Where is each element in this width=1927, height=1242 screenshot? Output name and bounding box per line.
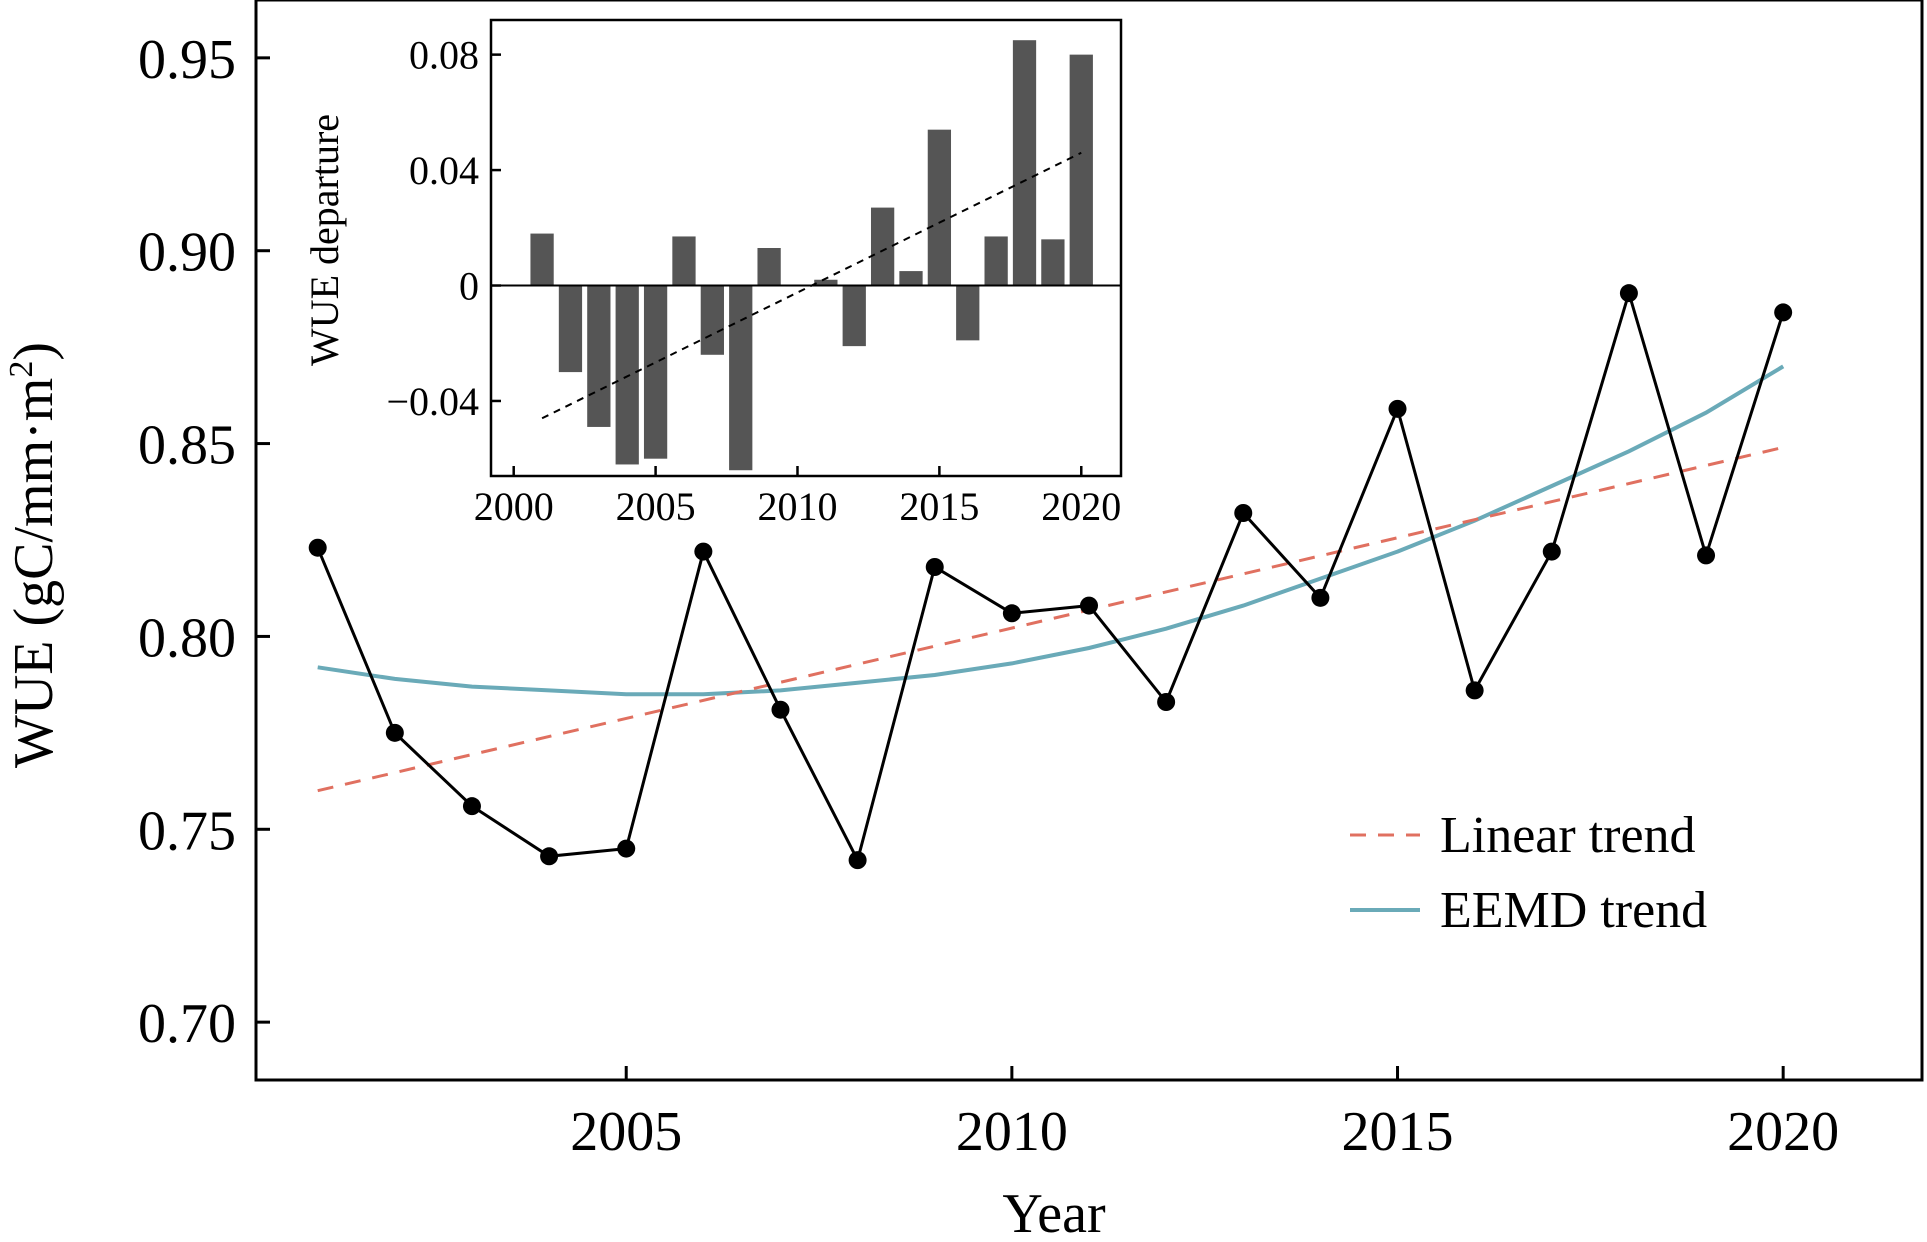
- inset-plot-frame: [489, 18, 1123, 478]
- wue-data-point: [1619, 284, 1638, 303]
- departure-bar: [729, 285, 753, 471]
- main-y-tick-label: 0.70: [138, 993, 236, 1055]
- main-plot-frame: [254, 0, 1924, 1082]
- wue-data-point: [1234, 504, 1253, 522]
- wue-data-point: [1465, 681, 1484, 700]
- main-y-tick-label: 0.90: [138, 222, 236, 284]
- inset-x-tick-label: 2015: [899, 484, 979, 529]
- inset-x-axis: 2000 2005 2010 2015 2020: [474, 466, 1121, 529]
- y-axis-title-text: WUE (gC/mm·m: [3, 378, 65, 768]
- departure-bar: [700, 285, 724, 355]
- departure-bar: [814, 279, 838, 286]
- main-x-axis: 2005 2010 2015 2020: [570, 1066, 1839, 1163]
- inset-y-tick-label: 0.08: [409, 33, 479, 78]
- departure-bar: [757, 248, 781, 286]
- inset-plot-area: [491, 40, 1121, 471]
- inset-x-tick-label: 2000: [474, 484, 554, 529]
- wue-data-point: [1002, 604, 1021, 623]
- departure-bar: [1012, 40, 1037, 286]
- wue-data-point: [308, 538, 327, 557]
- main-y-tick-label: 0.85: [138, 415, 236, 477]
- x-axis-title: Year: [1002, 1183, 1106, 1242]
- legend-linear-label: Linear trend: [1440, 807, 1696, 864]
- wue-observed-line: [316, 287, 1785, 865]
- wue-data-point: [385, 723, 404, 742]
- departure-bar: [1069, 54, 1093, 286]
- inset-y-tick-label: −0.04: [386, 379, 479, 424]
- main-x-tick-label: 2005: [570, 1101, 682, 1163]
- wue-data-point: [925, 558, 944, 576]
- wue-data-point: [848, 851, 867, 870]
- wue-data-point: [1388, 399, 1407, 418]
- wue-data-point: [617, 839, 636, 858]
- main-x-tick-label: 2015: [1342, 1101, 1454, 1163]
- departure-bar: [870, 207, 895, 286]
- departure-bar: [956, 285, 980, 341]
- main-y-axis: 0.70 0.75 0.80 0.85 0.90 0.95: [138, 29, 270, 1055]
- inset-x-tick-label: 2020: [1041, 484, 1121, 529]
- wue-data-point: [1697, 546, 1716, 565]
- departure-bar: [530, 233, 554, 286]
- main-y-tick-label: 0.95: [138, 29, 236, 91]
- departure-bar: [984, 236, 1008, 286]
- wue-data-point: [1080, 596, 1098, 615]
- y-axis-title-close: ): [3, 342, 65, 361]
- departure-bar: [558, 285, 583, 373]
- wue-data-point: [462, 797, 481, 816]
- inset-y-axis-title: WUE departure: [302, 114, 347, 366]
- inset-y-axis: −0.04 0 0.04 0.08: [386, 33, 501, 424]
- legend: Linear trend EEMD trend: [1350, 807, 1707, 939]
- departure-bar: [587, 285, 611, 427]
- wue-data-point: [540, 847, 559, 866]
- wue-data-point: [1542, 542, 1561, 561]
- departure-bar: [927, 129, 952, 286]
- inset-y-tick-label: 0: [459, 264, 479, 309]
- inset-trend-line: [541, 151, 1082, 420]
- y-axis-title-superscript: 2: [3, 361, 40, 378]
- departure-bar: [643, 285, 668, 459]
- wue-data-point: [1311, 588, 1330, 607]
- main-x-tick-label: 2010: [956, 1101, 1068, 1163]
- departure-bar: [672, 236, 696, 286]
- inset-x-tick-label: 2010: [757, 484, 837, 529]
- eemd-trend-line: [317, 364, 1785, 697]
- main-x-tick-label: 2020: [1727, 1101, 1839, 1163]
- wue-data-point: [1157, 693, 1176, 711]
- y-axis-title: WUE (gC/mm·m2): [3, 342, 65, 768]
- main-plot-area: [308, 284, 1793, 870]
- wue-data-point: [1774, 303, 1793, 322]
- legend-eemd-label: EEMD trend: [1440, 882, 1707, 939]
- departure-bar: [1041, 239, 1065, 286]
- inset-x-tick-label: 2005: [616, 484, 696, 529]
- departure-bar: [899, 271, 923, 286]
- inset-y-tick-label: 0.04: [409, 148, 479, 193]
- wue-data-point: [694, 542, 713, 561]
- wue-data-point: [771, 700, 790, 719]
- main-y-tick-label: 0.75: [138, 800, 236, 862]
- departure-bar: [615, 285, 639, 465]
- main-y-tick-label: 0.80: [138, 607, 236, 669]
- departure-bar: [842, 285, 866, 347]
